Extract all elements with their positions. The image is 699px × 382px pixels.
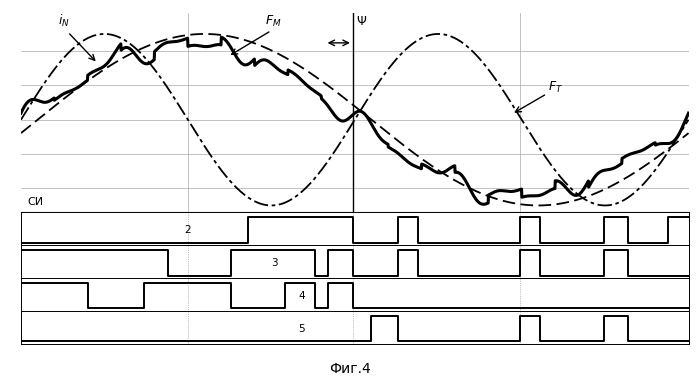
Text: 5: 5 [298,324,305,333]
Text: 4: 4 [298,291,305,301]
Text: $F_M$: $F_M$ [265,14,281,29]
Text: 3: 3 [271,258,278,268]
Text: СИ: СИ [28,197,44,207]
Text: $F_T$: $F_T$ [548,80,563,95]
Text: 2: 2 [185,225,191,235]
Text: $i_N$: $i_N$ [58,13,69,29]
Text: $\Psi$: $\Psi$ [356,15,367,28]
Text: Фиг.4: Фиг.4 [329,362,370,376]
